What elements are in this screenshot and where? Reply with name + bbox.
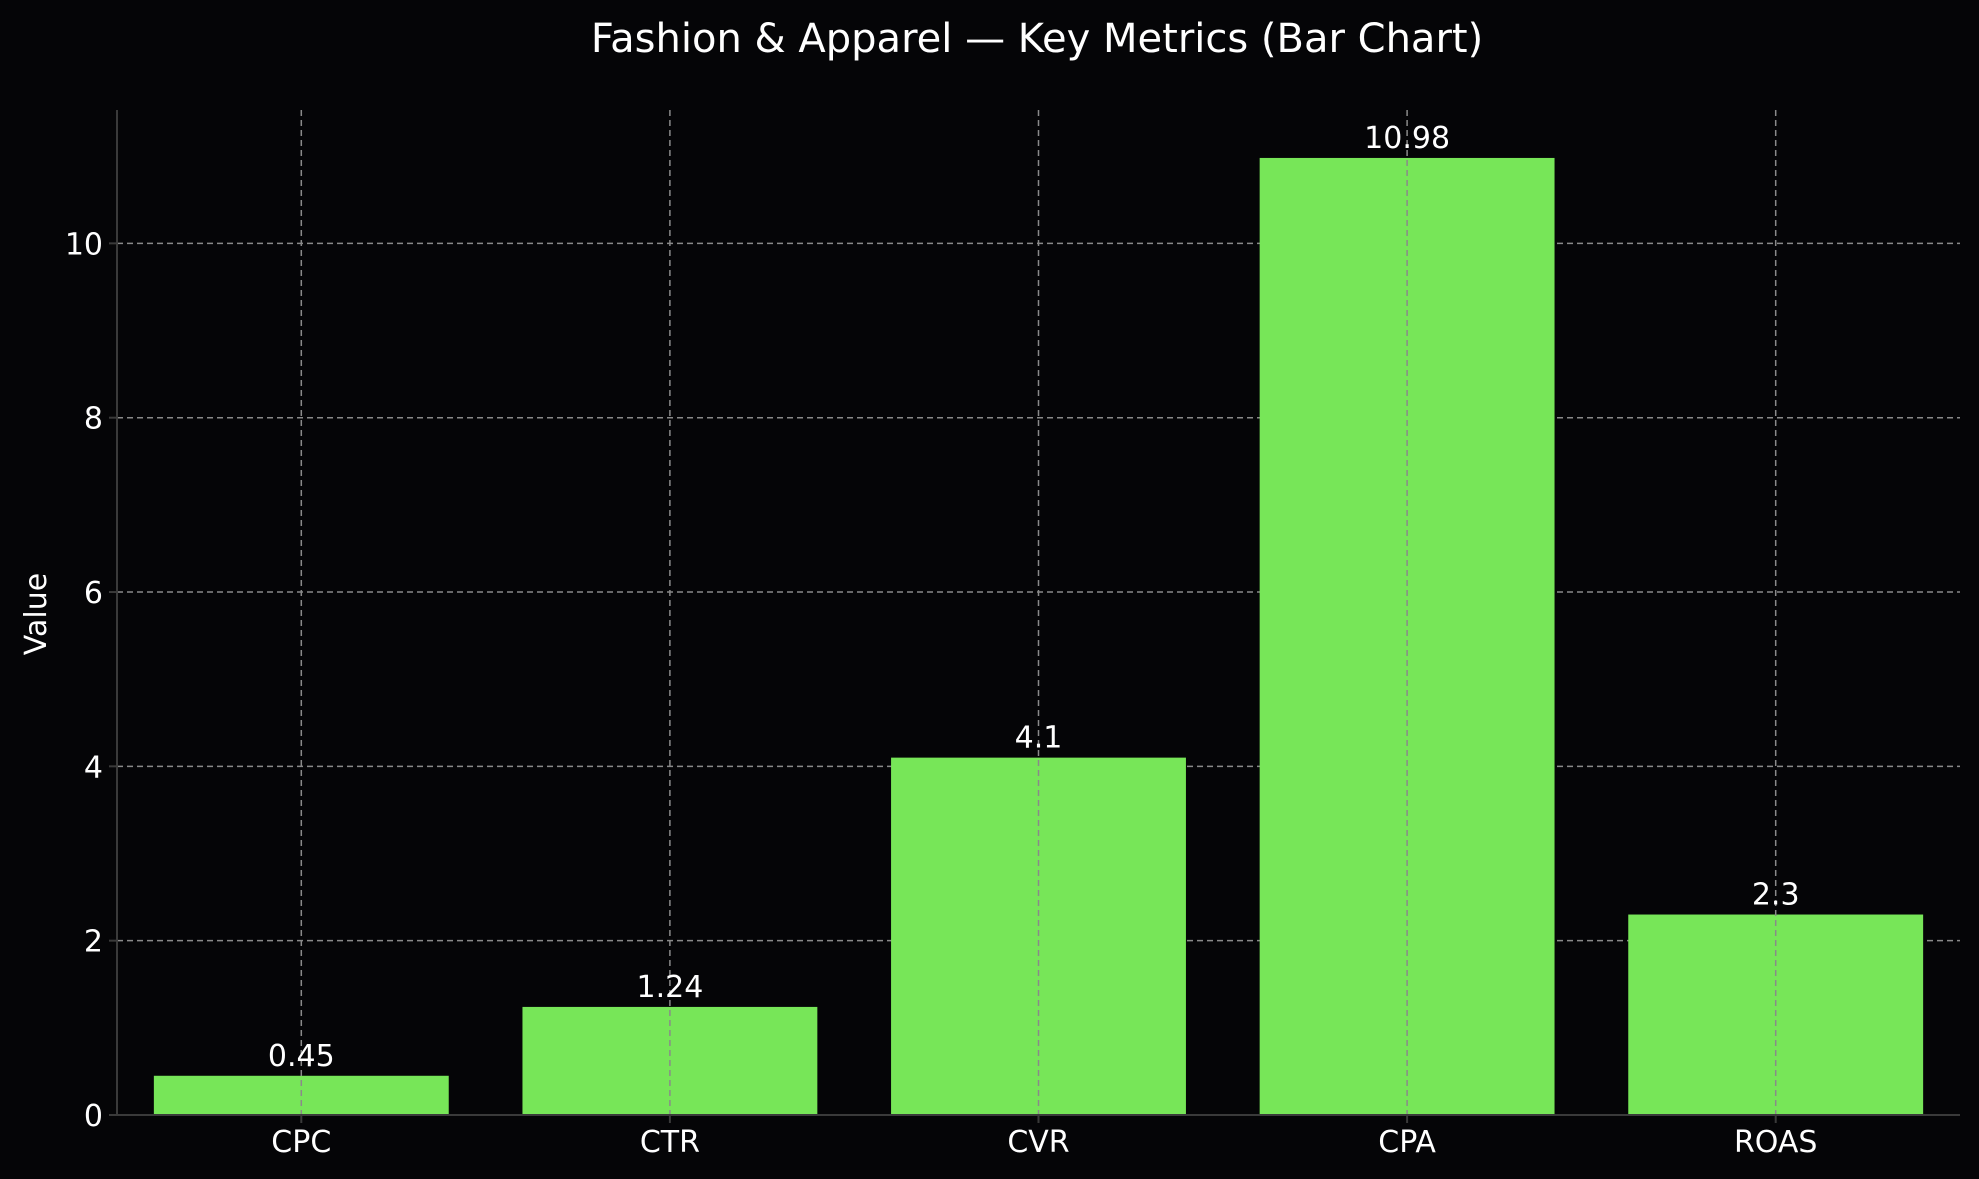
x-tick-label: ROAS [1734,1125,1818,1160]
bar-value-label: 0.45 [268,1039,335,1074]
label-layer: 0 2 4 6 8 10 0.45 CPC 1.24 CTR 4.1 CVR 10.98 CPA 2.3 RO… [65,121,1818,1160]
y-tick-label: 8 [84,402,103,437]
bar-value-label: 1.24 [637,970,704,1005]
axis-layer [109,110,1960,1123]
y-tick-label: 6 [84,576,103,611]
x-tick-label: CPC [271,1125,331,1160]
y-tick-label: 2 [84,925,103,960]
bar-value-label: 2.3 [1752,878,1800,913]
chart-title: Fashion & Apparel — Key Metrics (Bar Cha… [591,16,1483,62]
y-tick-label: 4 [84,750,103,785]
vertical-grid-layer [300,110,1777,1115]
bar-value-label: 4.1 [1015,721,1063,756]
x-tick-label: CTR [640,1125,700,1160]
bar-value-label: 10.98 [1364,121,1450,156]
x-tick-label: CPA [1378,1125,1436,1160]
x-tick-label: CVR [1007,1125,1069,1160]
y-tick-label: 10 [65,227,103,262]
y-axis-label: Value [19,573,54,655]
y-tick-label: 0 [84,1099,103,1134]
